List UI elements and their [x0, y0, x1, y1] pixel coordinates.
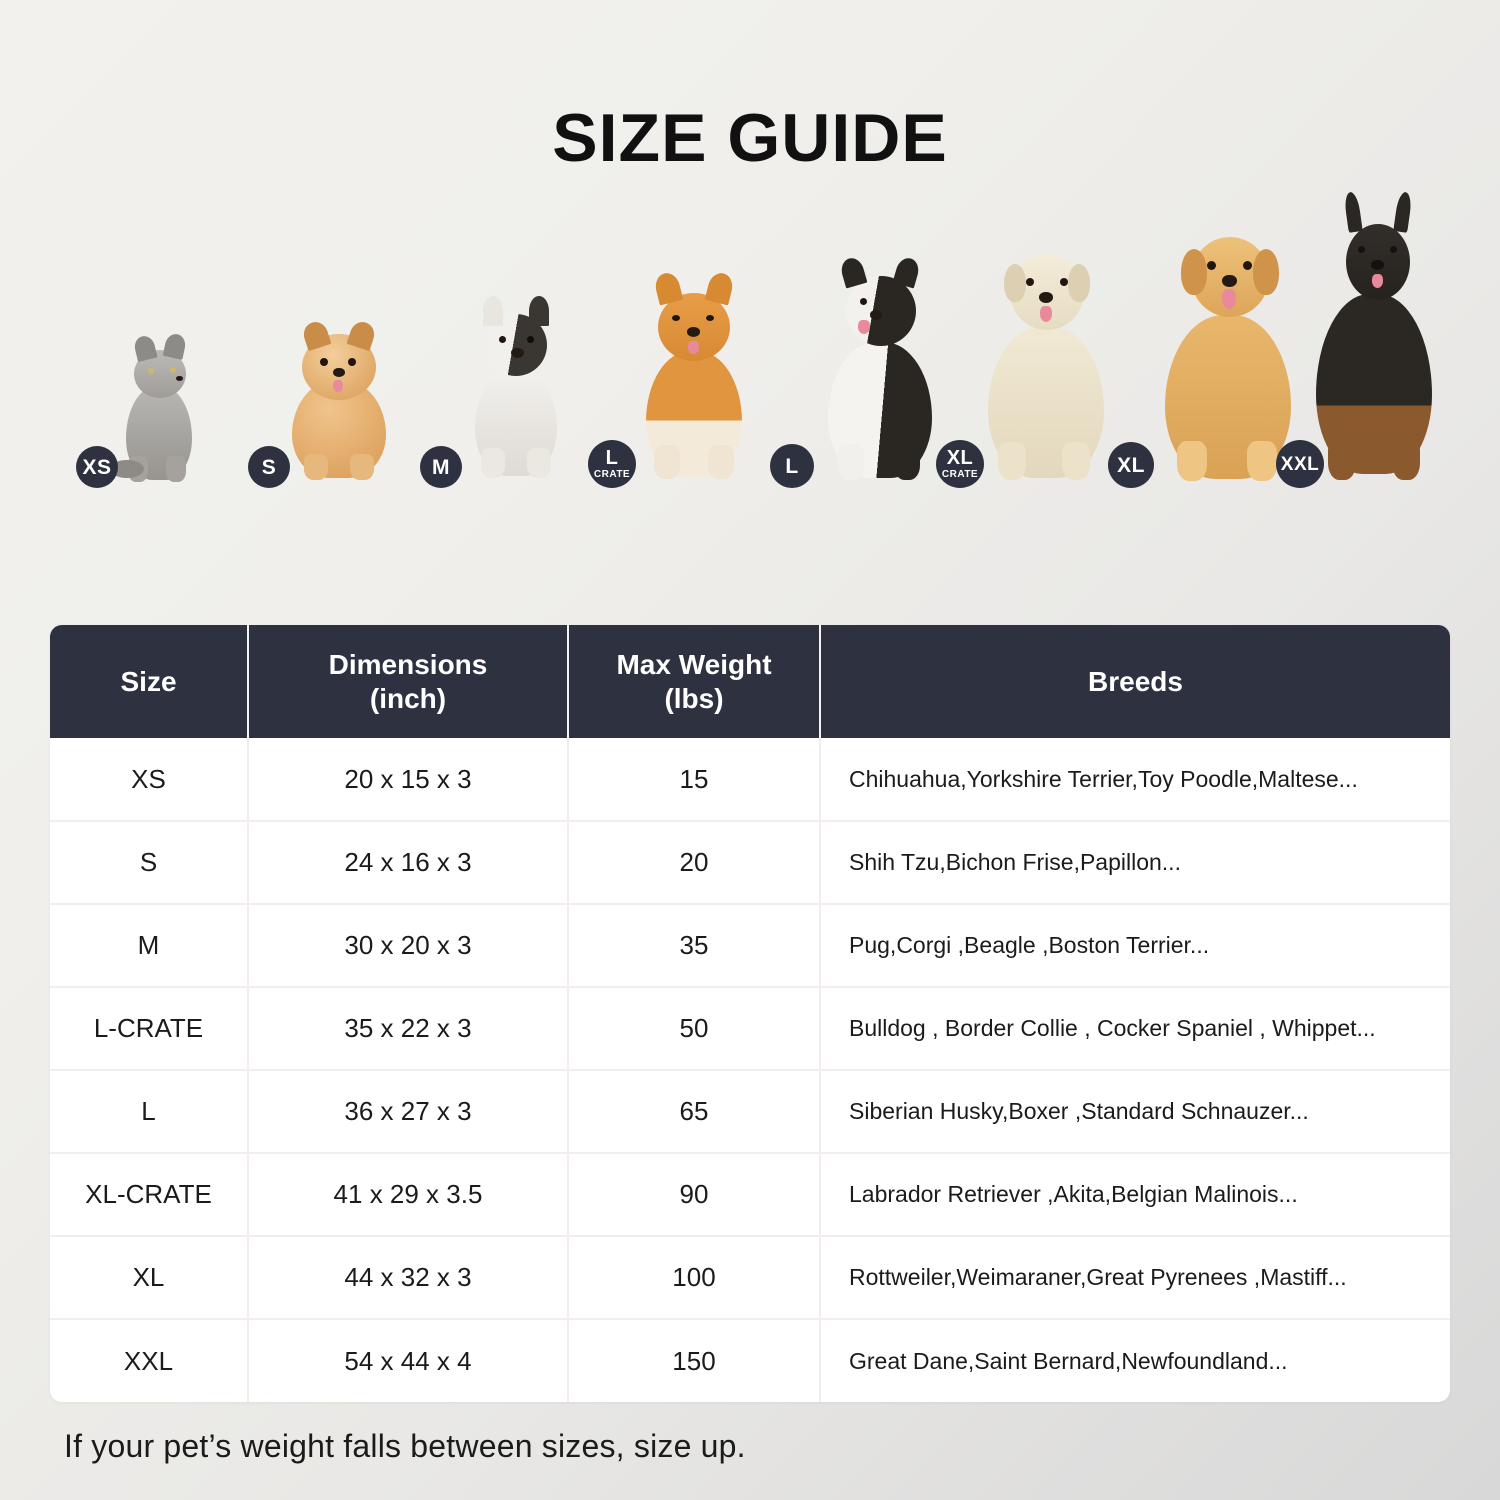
cell-breeds: Siberian Husky,Boxer ,Standard Schnauzer… [820, 1069, 1450, 1153]
cell-size: S [50, 820, 249, 904]
table-row: L 36 x 27 x 3 65 Siberian Husky,Boxer ,S… [50, 1069, 1450, 1153]
cell-breeds: Bulldog , Border Collie , Cocker Spaniel… [820, 986, 1450, 1070]
cell-dimensions: 30 x 20 x 3 [248, 903, 569, 987]
page-title: SIZE GUIDE [552, 100, 948, 176]
table-header: Size Dimensions (inch) Max Weight (lbs) … [50, 625, 1450, 738]
table-header-row: Size Dimensions (inch) Max Weight (lbs) … [50, 625, 1450, 738]
cell-size: XL-CRATE [50, 1152, 249, 1236]
table-row: S 24 x 16 x 3 20 Shih Tzu,Bichon Frise,P… [50, 820, 1450, 904]
table-row: XXL 54 x 44 x 4 150 Great Dane,Saint Ber… [50, 1318, 1450, 1402]
size-badge-l-crate: L CRATE [588, 440, 636, 488]
column-header-breeds-label: Breeds [1088, 665, 1183, 697]
cell-weight: 20 [568, 820, 821, 904]
cell-dimensions: 36 x 27 x 3 [248, 1069, 569, 1153]
size-badge-xs: XS [76, 446, 118, 488]
pet-figure-doberman: XXL [1272, 191, 1472, 494]
cell-weight: 100 [568, 1235, 821, 1319]
table-row: L-CRATE 35 x 22 x 3 50 Bulldog , Border … [50, 986, 1450, 1070]
cell-weight: 35 [568, 903, 821, 987]
column-header-max-weight: Max Weight (lbs) [568, 625, 821, 738]
labrador-illustration [970, 238, 1120, 480]
cell-dimensions: 24 x 16 x 3 [248, 820, 569, 904]
size-chart-table: Size Dimensions (inch) Max Weight (lbs) … [50, 625, 1450, 1402]
size-badge-xxl: XXL [1276, 440, 1324, 488]
cell-size: L [50, 1069, 249, 1153]
cell-size: XL [50, 1235, 249, 1319]
cell-size: XXL [50, 1318, 249, 1402]
cell-breeds: Shih Tzu,Bichon Frise,Papillon... [820, 820, 1450, 904]
table-body: XS 20 x 15 x 3 15 Chihuahua,Yorkshire Te… [50, 738, 1450, 1402]
pet-size-illustration-row: XS S [0, 191, 1500, 494]
pomeranian-illustration [276, 318, 400, 480]
size-chart-table-container: Size Dimensions (inch) Max Weight (lbs) … [50, 625, 1450, 1402]
column-header-breeds: Breeds [820, 625, 1450, 738]
doberman-illustration [1296, 191, 1448, 480]
pet-figure-labrador-retriever: XL CRATE [930, 244, 1160, 494]
size-badge-xl-crate: XL CRATE [936, 440, 984, 488]
column-header-weight-line2: (lbs) [664, 682, 724, 714]
column-header-size-label: Size [120, 665, 177, 697]
cell-breeds: Rottweiler,Weimaraner,Great Pyrenees ,Ma… [820, 1235, 1450, 1319]
column-header-dimensions: Dimensions (inch) [248, 625, 569, 738]
cell-size: L-CRATE [50, 986, 249, 1070]
cell-dimensions: 54 x 44 x 4 [248, 1318, 569, 1402]
cell-size: M [50, 903, 249, 987]
cell-dimensions: 41 x 29 x 3.5 [248, 1152, 569, 1236]
pet-figure-border-collie: L [770, 255, 987, 494]
cell-weight: 150 [568, 1318, 821, 1402]
pet-figure-pomeranian: S [248, 318, 428, 494]
column-header-weight-line1: Max Weight [616, 649, 772, 681]
cell-weight: 90 [568, 1152, 821, 1236]
cell-breeds: Labrador Retriever ,Akita,Belgian Malino… [820, 1152, 1450, 1236]
table-row: XL-CRATE 41 x 29 x 3.5 90 Labrador Retri… [50, 1152, 1450, 1236]
cell-dimensions: 35 x 22 x 3 [248, 986, 569, 1070]
pet-figure-shiba-inu: L CRATE [588, 270, 798, 494]
pet-figure-golden-retriever: XL [1108, 229, 1348, 494]
footer-note: If your pet’s weight falls between sizes… [64, 1428, 746, 1464]
cell-breeds: Chihuahua,Yorkshire Terrier,Toy Poodle,M… [849, 765, 1358, 792]
shiba-inu-illustration [628, 270, 758, 481]
cell-dimensions: 20 x 15 x 3 [248, 738, 569, 821]
column-header-size: Size [50, 625, 249, 738]
cell-dimensions: 44 x 32 x 3 [248, 1235, 569, 1319]
cell-breeds: Great Dane,Saint Bernard,Newfoundland... [820, 1318, 1450, 1402]
pet-figure-cat: XS [76, 332, 238, 494]
size-badge-m: M [420, 446, 462, 488]
pet-figure-french-bulldog: M [420, 296, 610, 494]
table-row: XL 44 x 32 x 3 100 Rottweiler,Weimaraner… [50, 1235, 1450, 1319]
size-badge-xl: XL [1108, 442, 1154, 488]
french-bulldog-illustration [459, 296, 571, 478]
cell-breeds: Pug,Corgi ,Beagle ,Boston Terrier... [820, 903, 1450, 987]
cell-size: XS [50, 738, 249, 821]
cell-weight: 65 [568, 1069, 821, 1153]
cell-weight: 15 [568, 738, 821, 821]
golden-retriever-illustration [1147, 223, 1309, 481]
cell-weight: 50 [568, 986, 821, 1070]
column-header-dimensions-line2: (inch) [369, 682, 447, 714]
cat-illustration [104, 328, 212, 482]
size-badge-l: L [770, 444, 814, 488]
size-badge-s: S [248, 446, 290, 488]
column-header-dimensions-line1: Dimensions [328, 649, 488, 681]
table-row: XS 20 x 15 x 3 15 Chihuahua,Yorkshire Te… [50, 738, 1450, 821]
border-collie-illustration [812, 255, 948, 480]
table-row: M 30 x 20 x 3 35 Pug,Corgi ,Beagle ,Bost… [50, 903, 1450, 987]
